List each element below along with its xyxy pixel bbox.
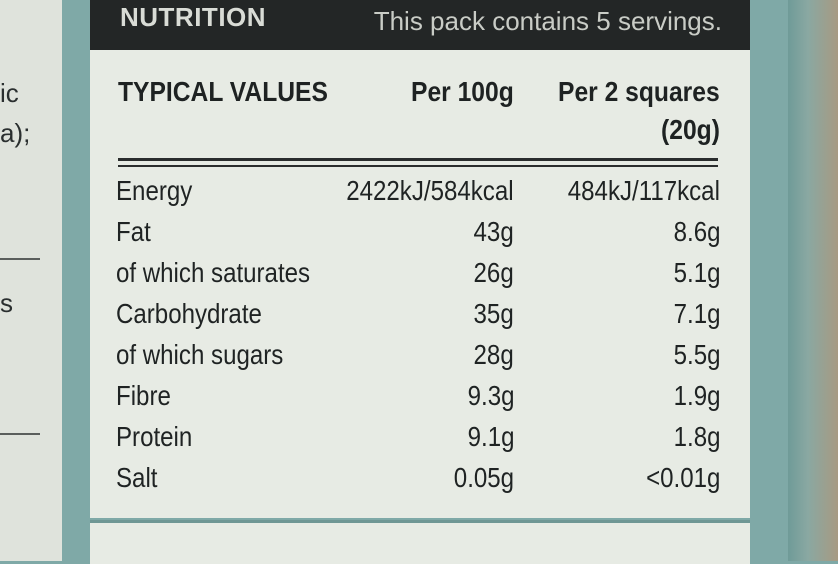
adjacent-panel: ic a); s — [0, 0, 62, 561]
row-per100: 28g — [473, 339, 514, 370]
panel-text-fragment: a); — [0, 118, 31, 148]
panel-divider — [0, 258, 40, 260]
row-per100: 2422kJ/584kcal — [346, 175, 514, 206]
header-rule-secondary — [118, 165, 718, 167]
row-name: Fat — [116, 216, 151, 247]
background-edge — [788, 0, 838, 561]
row-per-serving: 1.9g — [673, 380, 720, 411]
row-name: Energy — [116, 175, 193, 206]
nutrition-label: NUTRITION This pack contains 5 servings.… — [90, 0, 750, 518]
header-rule — [118, 158, 718, 161]
row-per100: 0.05g — [453, 462, 514, 493]
row-name: of which sugars — [116, 339, 284, 370]
row-per100: 9.1g — [467, 421, 514, 452]
row-name: Carbohydrate — [116, 298, 262, 329]
per-serving-heading: Per 2 squares — [558, 76, 720, 107]
panel-divider — [0, 433, 40, 435]
servings-note: This pack contains 5 servings. — [373, 6, 722, 36]
nutrition-title: NUTRITION — [120, 2, 267, 32]
nutrition-header-bar: NUTRITION This pack contains 5 servings. — [90, 0, 750, 50]
per-100g-heading: Per 100g — [411, 76, 514, 107]
row-name: Protein — [116, 421, 193, 452]
panel-text-fragment: s — [0, 288, 13, 318]
row-name: of which saturates — [116, 257, 311, 288]
row-per-serving: 484kJ/117kcal — [567, 175, 720, 206]
row-per-serving: 5.1g — [673, 257, 720, 288]
row-per-serving: 1.8g — [673, 421, 720, 452]
per-serving-weight: (20g) — [661, 114, 720, 145]
row-per-serving: <0.01g — [645, 462, 720, 493]
row-per100: 26g — [473, 257, 514, 288]
row-name: Fibre — [116, 380, 171, 411]
row-name: Salt — [116, 462, 158, 493]
row-per-serving: 5.5g — [673, 339, 720, 370]
row-per-serving: 8.6g — [673, 216, 720, 247]
next-panel-edge — [90, 520, 750, 564]
typical-values-heading: TYPICAL VALUES — [118, 76, 328, 107]
row-per100: 35g — [473, 298, 514, 329]
row-per100: 9.3g — [467, 380, 514, 411]
row-per-serving: 7.1g — [673, 298, 720, 329]
panel-text-fragment: ic — [0, 78, 19, 108]
row-per100: 43g — [473, 216, 514, 247]
